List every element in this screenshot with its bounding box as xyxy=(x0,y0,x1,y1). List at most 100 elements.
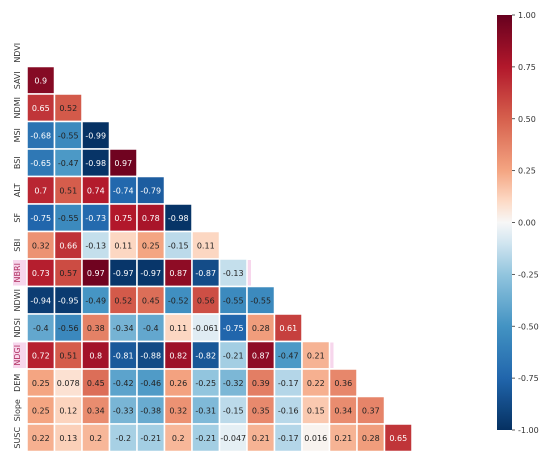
y-tick-label: NDWI xyxy=(13,289,22,311)
heatmap-cell xyxy=(163,203,193,233)
heatmap-cell xyxy=(53,423,83,453)
colorbar-tick-label: -1.00 xyxy=(518,426,539,435)
colorbar-tick-label: 0.25 xyxy=(518,167,536,176)
y-tick-label: NDGI xyxy=(13,345,22,366)
cell-value-label: 0.13 xyxy=(59,434,77,443)
cell-value-label: 0.34 xyxy=(87,406,105,415)
cell-value-label: -0.88 xyxy=(140,351,161,360)
cell-value-label: 0.65 xyxy=(32,104,50,113)
cell-value-label: 0.97 xyxy=(87,269,105,278)
cell-value-label: 0.39 xyxy=(252,379,270,388)
cell-value-label: 0.8 xyxy=(89,351,102,360)
cell-value-label: 0.21 xyxy=(252,434,270,443)
heatmap-cell xyxy=(218,313,248,343)
heatmap-cell xyxy=(191,230,221,260)
cell-value-label: -0.79 xyxy=(140,186,161,195)
cell-value-label: -0.87 xyxy=(195,269,216,278)
cell-value-label: 0.2 xyxy=(89,434,102,443)
cell-value-label: 0.36 xyxy=(334,379,352,388)
heatmap-cell xyxy=(108,285,138,315)
cell-value-label: 0.52 xyxy=(59,104,77,113)
heatmap-cell xyxy=(53,258,83,288)
cell-value-label: -0.13 xyxy=(223,269,244,278)
heatmap-cell xyxy=(328,368,358,398)
cell-value-label: -0.52 xyxy=(168,296,189,305)
y-tick-label: ALT xyxy=(13,183,22,197)
cell-value-label: -0.47 xyxy=(278,351,299,360)
cell-value-label: 0.75 xyxy=(114,214,132,223)
cell-value-label: 0.25 xyxy=(32,379,50,388)
cell-value-label: 0.73 xyxy=(32,269,50,278)
cell-value-label: 0.82 xyxy=(169,351,187,360)
cell-value-label: 0.97 xyxy=(114,159,132,168)
cell-value-label: 0.87 xyxy=(252,351,270,360)
cell-value-label: 0.078 xyxy=(57,379,80,388)
cell-value-label: -0.38 xyxy=(140,406,161,415)
heatmap-cell xyxy=(246,285,276,315)
colorbar-tick-label: -0.50 xyxy=(518,322,539,331)
cell-value-label: -0.97 xyxy=(113,269,134,278)
heatmap-cell xyxy=(53,93,83,123)
cell-value-label: -0.17 xyxy=(278,434,299,443)
heatmap-cell xyxy=(163,230,193,260)
cell-value-label: 0.016 xyxy=(304,434,327,443)
cell-value-label: 0.45 xyxy=(142,296,160,305)
cell-value-label: -0.21 xyxy=(223,351,244,360)
heatmap-cell xyxy=(53,368,83,398)
colorbar-tick-label: 0.50 xyxy=(518,115,536,124)
cell-value-label: 0.22 xyxy=(32,434,50,443)
cell-value-label: -0.56 xyxy=(58,324,79,333)
colorbar-tick-label: 0.75 xyxy=(518,63,536,72)
cell-value-label: 0.11 xyxy=(197,241,215,250)
cell-value-label: -0.2 xyxy=(115,434,131,443)
cell-value-label: 0.56 xyxy=(197,296,215,305)
cell-value-label: 0.7 xyxy=(34,186,47,195)
cell-value-label: 0.51 xyxy=(59,186,77,195)
cell-value-label: -0.4 xyxy=(143,324,159,333)
cell-value-label: 0.25 xyxy=(142,241,160,250)
heatmap-cell xyxy=(273,395,303,425)
cell-value-label: 0.74 xyxy=(87,186,105,195)
cell-value-label: 0.72 xyxy=(32,351,50,360)
cell-value-label: -0.4 xyxy=(33,324,49,333)
cell-value-label: 0.11 xyxy=(169,324,187,333)
cell-value-label: -0.73 xyxy=(85,214,106,223)
cell-value-label: -0.33 xyxy=(113,406,134,415)
cell-value-label: -0.68 xyxy=(30,131,51,140)
cell-value-label: -0.47 xyxy=(58,159,79,168)
cell-value-label: -0.97 xyxy=(140,269,161,278)
heatmap-cell xyxy=(136,313,166,343)
cell-value-label: -0.55 xyxy=(223,296,244,305)
cell-value-label: 0.87 xyxy=(169,269,187,278)
colorbar xyxy=(497,15,512,430)
cell-value-label: -0.98 xyxy=(85,159,106,168)
heatmap-cell xyxy=(81,230,111,260)
cell-value-label: -0.42 xyxy=(113,379,134,388)
cell-value-label: -0.49 xyxy=(85,296,106,305)
heatmap-cell xyxy=(191,340,221,370)
cell-value-label: 0.26 xyxy=(169,379,187,388)
cell-value-label: -0.061 xyxy=(193,324,219,333)
cell-value-label: -0.99 xyxy=(85,131,106,140)
heatmap-cell xyxy=(163,340,193,370)
heatmap-cell xyxy=(136,175,166,205)
heatmap-cell xyxy=(53,120,83,150)
cell-value-label: -0.75 xyxy=(30,214,51,223)
heatmap-cell xyxy=(81,423,111,453)
cell-value-label: 0.2 xyxy=(172,434,185,443)
y-tick-label: SAVI xyxy=(13,71,22,89)
y-tick-label: SBI xyxy=(13,239,22,252)
cell-value-label: 0.45 xyxy=(87,379,105,388)
cell-value-label: -0.55 xyxy=(58,131,79,140)
cell-value-label: 0.28 xyxy=(362,434,380,443)
cell-value-label: 0.9 xyxy=(34,76,47,85)
cell-value-label: 0.25 xyxy=(32,406,50,415)
colorbar-tick-label: -0.25 xyxy=(518,270,539,279)
cell-value-label: -0.15 xyxy=(168,241,189,250)
cell-value-label: -0.047 xyxy=(220,434,246,443)
cell-value-label: -0.65 xyxy=(30,159,51,168)
colorbar-tick-label: 1.00 xyxy=(518,11,536,20)
cell-value-label: -0.13 xyxy=(85,241,106,250)
